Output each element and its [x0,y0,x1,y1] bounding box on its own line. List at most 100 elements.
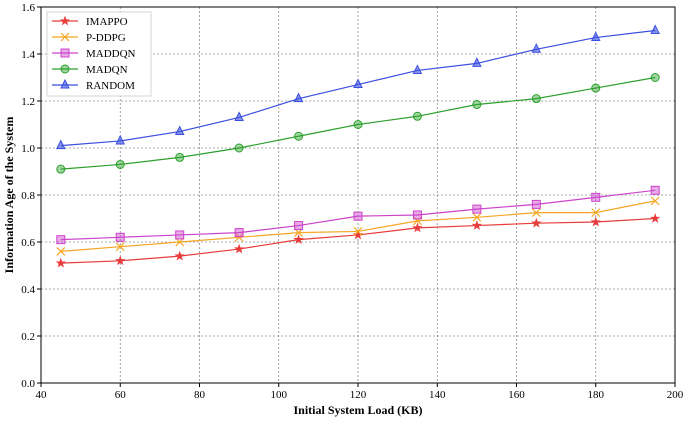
legend-label: IMAPPO [86,16,128,28]
y-tick-label: 0.6 [21,237,35,249]
data-point-maddqn [591,192,601,202]
data-point-madqn [294,131,304,141]
data-point-madqn [56,164,66,174]
series-imappo [55,213,661,268]
data-point-madqn [234,143,244,153]
data-point-madqn [353,120,363,129]
x-axis-ticks: 40 60 80 100 120 140 160 180 200 [36,383,684,401]
legend-marker-imappo [59,15,71,26]
x-tick-label: 100 [271,389,288,401]
y-tick-label: 0.4 [21,284,35,296]
x-tick-label: 140 [429,389,446,401]
data-point-madqn [531,94,541,104]
data-point-maddqn [175,230,185,240]
data-point-random [531,43,542,53]
legend-marker-p-ddpg [60,32,70,42]
data-point-p-ddpg [472,212,482,222]
data-point-random [353,78,363,89]
data-point-random [590,31,601,42]
data-point-maddqn [531,199,541,209]
legend-item-madqn: MADQN [52,64,128,76]
y-tick-label: 1.2 [21,96,35,108]
data-point-imappo [531,217,542,228]
y-tick-label: 0.2 [21,331,35,343]
data-point-madqn [115,159,125,169]
data-point-maddqn [115,232,125,242]
data-point-p-ddpg [413,216,422,226]
legend-label: P-DDPG [86,32,126,44]
data-point-imappo [412,222,423,233]
data-point-random [174,125,185,136]
y-tick-label: 1.0 [21,143,35,155]
data-point-maddqn [56,235,66,245]
data-point-random [56,139,66,150]
series-line-maddqn [60,189,656,241]
data-point-imappo [352,229,364,240]
x-tick-label: 40 [36,389,48,401]
x-tick-label: 160 [508,389,525,401]
legend-item-p-ddpg: P-DDPG [52,32,126,44]
data-point-imappo [55,257,66,268]
legend-item-maddqn: MADDQN [52,48,136,60]
data-point-p-ddpg [591,208,601,218]
data-point-madqn [591,83,601,93]
y-axis-ticks: 0.0 0.2 0.4 0.6 0.8 1.0 1.2 1.4 1.6 [21,2,41,390]
data-point-p-ddpg [353,227,363,236]
legend-item-random: RANDOM [52,78,135,92]
data-point-maddqn [650,185,660,195]
data-point-random [412,64,423,74]
x-tick-label: 180 [588,389,605,401]
data-point-p-ddpg [531,208,541,218]
x-tick-label: 120 [350,389,367,401]
data-point-imappo [471,220,483,230]
y-tick-label: 0.8 [21,190,35,202]
data-point-random [234,111,244,121]
legend-marker-maddqn [60,48,70,58]
data-point-p-ddpg [56,246,66,256]
grid [41,7,675,383]
series-layer [55,24,661,268]
series-line-madqn [60,76,656,170]
data-point-random [293,92,304,103]
data-point-maddqn [472,204,482,214]
x-tick-label: 200 [667,389,684,401]
series-random [56,24,660,150]
data-point-madqn [412,111,422,121]
legend-label: RANDOM [86,80,135,92]
series-maddqn [56,185,660,245]
data-point-p-ddpg [234,232,244,242]
data-point-imappo [650,213,661,223]
series-madqn [56,73,660,174]
data-point-imappo [293,234,304,245]
legend-label: MADDQN [86,48,136,60]
data-point-imappo [590,216,601,227]
data-point-imappo [115,255,126,266]
y-axis-title: Information Age of the System [2,117,16,274]
y-tick-label: 1.6 [21,2,35,14]
data-point-maddqn [412,210,422,220]
data-point-madqn [650,73,660,82]
x-tick-label: 80 [194,389,206,401]
data-point-imappo [233,243,245,254]
data-point-p-ddpg [650,196,660,206]
data-point-madqn [175,152,185,162]
data-point-random [650,24,660,34]
data-point-maddqn [234,228,244,238]
data-point-maddqn [353,211,363,221]
legend-marker-madqn [60,64,70,74]
series-p-ddpg [56,196,660,256]
x-axis-title: Initial System Load (KB) [293,403,422,417]
legend-marker-random [60,78,70,89]
legend: IMAPPO P-DDPG MADDQN MADQN RANDOM [46,11,152,97]
data-point-madqn [472,100,482,110]
y-tick-label: 1.4 [21,49,35,61]
data-point-p-ddpg [115,242,125,252]
legend-label: MADQN [86,64,128,76]
x-tick-label: 60 [115,389,127,401]
data-point-maddqn [294,221,304,231]
data-point-imappo [174,250,185,261]
legend-item-imappo: IMAPPO [52,15,128,28]
y-tick-label: 0.0 [21,378,35,390]
